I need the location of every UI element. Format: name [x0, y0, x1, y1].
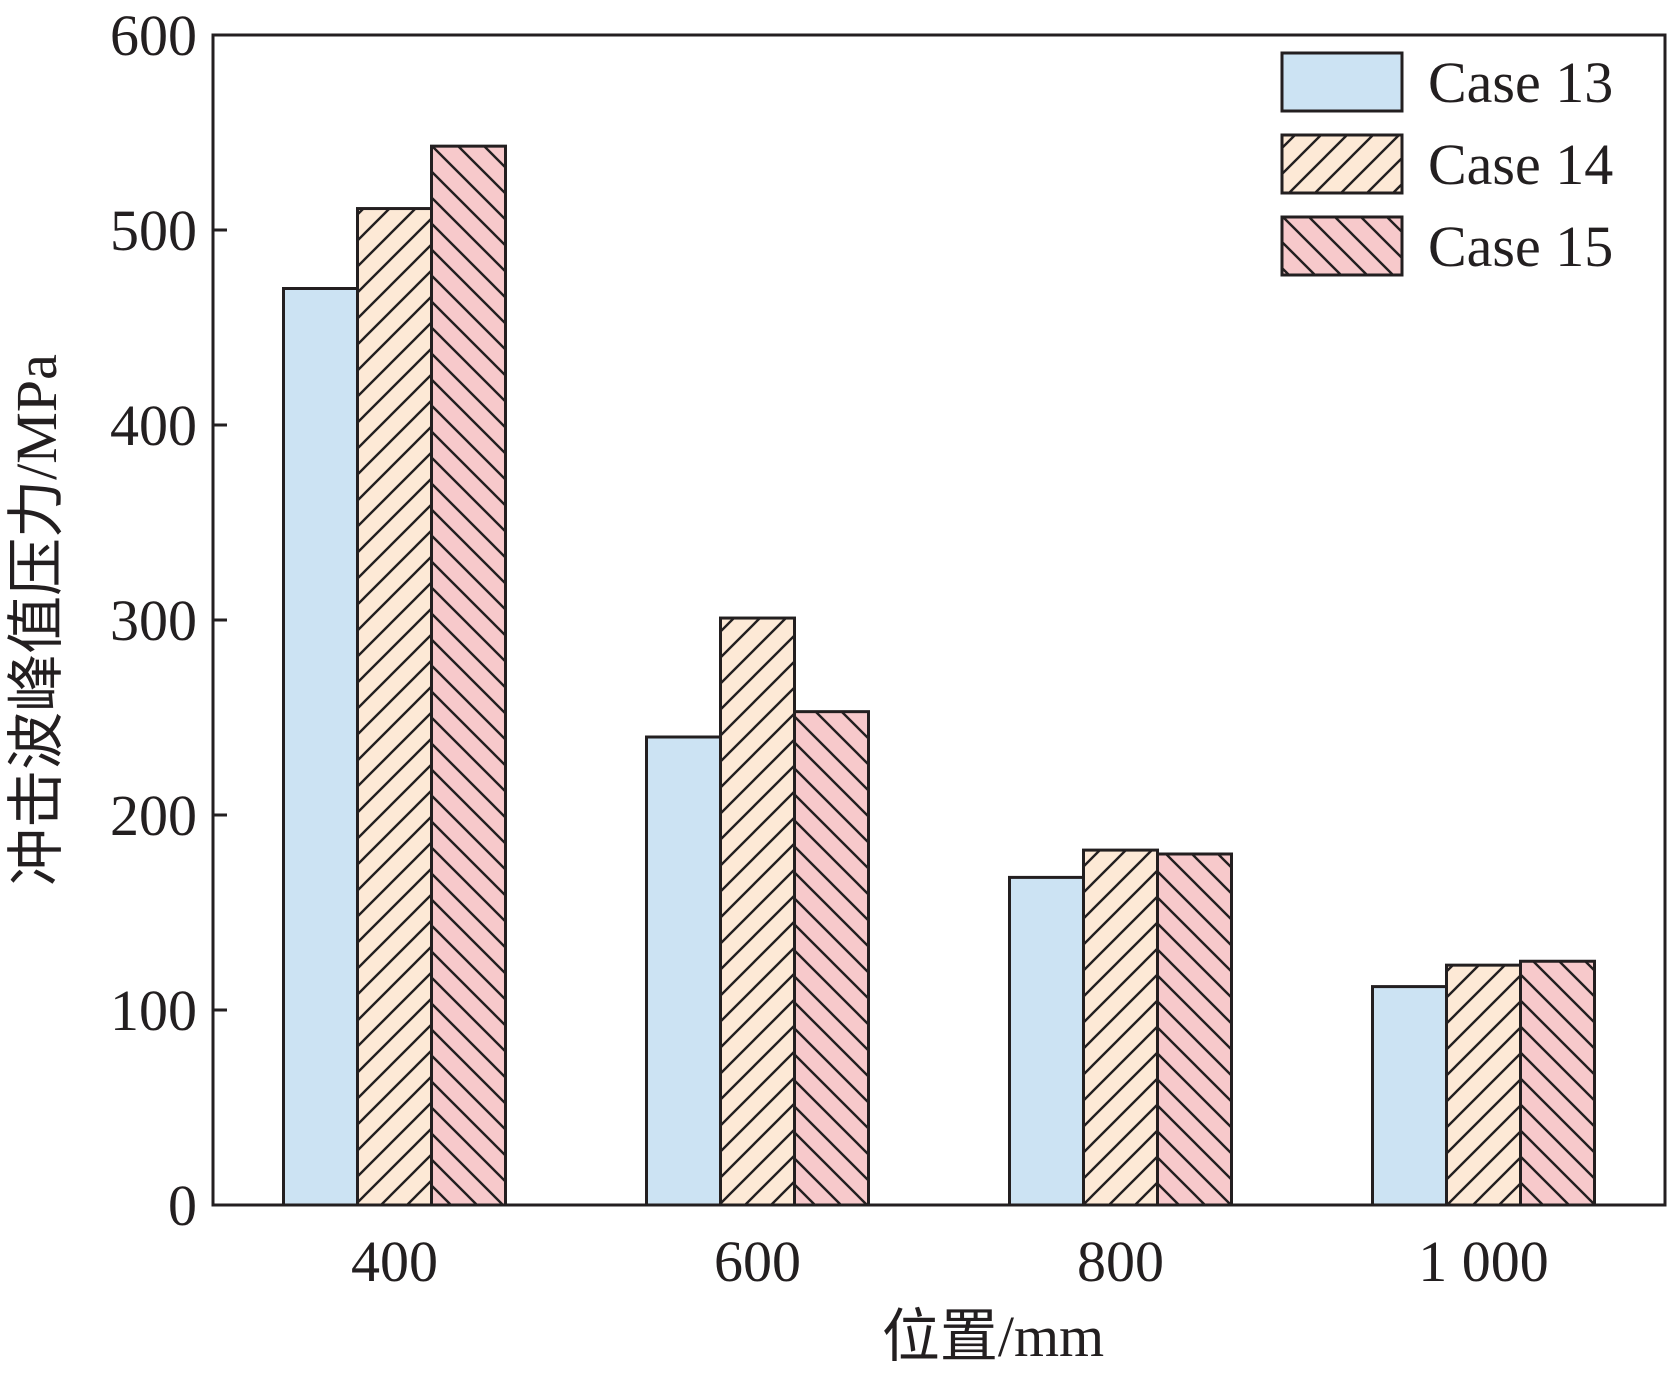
legend-swatch-case-13: [1280, 51, 1404, 113]
bars: [282, 144, 1596, 1207]
y-tick-label: 500: [110, 198, 197, 263]
y-tick-label: 200: [110, 783, 197, 848]
x-tick-label: 1 000: [1418, 1229, 1549, 1294]
y-tick-label: 400: [110, 393, 197, 458]
y-tick-label: 0: [168, 1173, 197, 1238]
x-tick-label: 400: [351, 1229, 438, 1294]
y-tick-label: 600: [110, 3, 197, 68]
bar-case-14-0: [356, 207, 433, 1207]
x-axis-title: 位置/mm: [882, 1304, 1104, 1369]
legend: Case 13 Case 14 Case 15: [1280, 50, 1613, 279]
x-tick-label: 800: [1077, 1229, 1164, 1294]
legend-label: Case 15: [1428, 214, 1613, 279]
bar-case-14-1: [719, 616, 796, 1207]
bar-case-13-2: [1008, 875, 1085, 1207]
legend-label: Case 14: [1428, 132, 1613, 197]
x-axis-ticks: 400 600 800 1 000: [351, 1191, 1549, 1294]
bar-case-15-2: [1156, 852, 1233, 1207]
bar-case-13-3: [1371, 985, 1448, 1207]
plot-frame: [211, 33, 1667, 1207]
bar-case-13-0: [282, 287, 359, 1207]
bar-case-15-1: [793, 710, 870, 1207]
legend-label: Case 13: [1428, 50, 1613, 115]
bar-case-13-1: [645, 735, 722, 1207]
legend-swatch-case-14: [1280, 133, 1404, 195]
x-tick-label: 600: [714, 1229, 801, 1294]
legend-swatch-case-15: [1280, 215, 1404, 277]
bar-case-15-0: [430, 144, 507, 1207]
y-tick-label: 100: [110, 978, 197, 1043]
bar-case-15-3: [1519, 959, 1596, 1207]
bar-case-14-3: [1445, 963, 1522, 1207]
y-axis-title: 冲击波峰值压力/MPa: [4, 354, 69, 886]
y-tick-label: 300: [110, 588, 197, 653]
y-axis-ticks: 0 100 200 300 400 500 600: [110, 3, 227, 1238]
bar-case-14-2: [1082, 848, 1159, 1207]
